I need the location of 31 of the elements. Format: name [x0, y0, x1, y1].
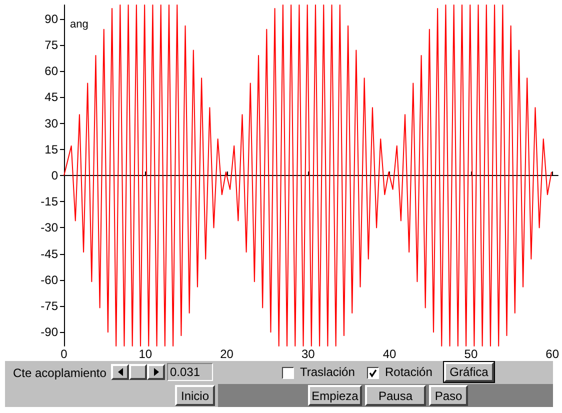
y-tick-label: -45	[40, 246, 58, 261]
y-tick-label: 75	[44, 38, 58, 52]
text: Gráfica	[444, 362, 494, 382]
x-tick-label: 20	[220, 347, 234, 361]
y-tick-label: -15	[40, 194, 58, 209]
text: Paso	[429, 385, 468, 406]
line-series	[64, 4, 552, 346]
y-tick-label: 15	[44, 142, 58, 156]
y-tick-label: 30	[44, 116, 58, 130]
y-tick-label: 45	[44, 90, 58, 104]
y-tick-label: 0	[51, 168, 58, 182]
x-tick-label: 30	[301, 347, 316, 361]
text: 0.031	[167, 363, 213, 381]
x-tick-label: 50	[464, 347, 478, 361]
text: Inicio	[175, 385, 215, 406]
y-axis-title: ang	[70, 18, 88, 30]
x-tick-label: 10	[138, 347, 152, 361]
y-tick-label: -30	[40, 220, 58, 235]
y-tick-label: -75	[40, 298, 58, 313]
x-tick-label: 0	[60, 347, 68, 361]
x-tick-label: 40	[382, 347, 397, 361]
text: Pausa	[365, 385, 426, 406]
y-tick-label: 60	[44, 64, 58, 78]
x-tick-label: 60	[546, 347, 560, 361]
text: Rotación	[385, 365, 432, 379]
text: Cte acoplamiento	[13, 366, 106, 380]
y-tick-label: 90	[44, 12, 58, 26]
y-tick-label: -60	[40, 272, 58, 287]
text: Traslación	[300, 365, 355, 379]
y-tick-label: -90	[40, 325, 58, 340]
text: Empieza	[308, 385, 362, 406]
